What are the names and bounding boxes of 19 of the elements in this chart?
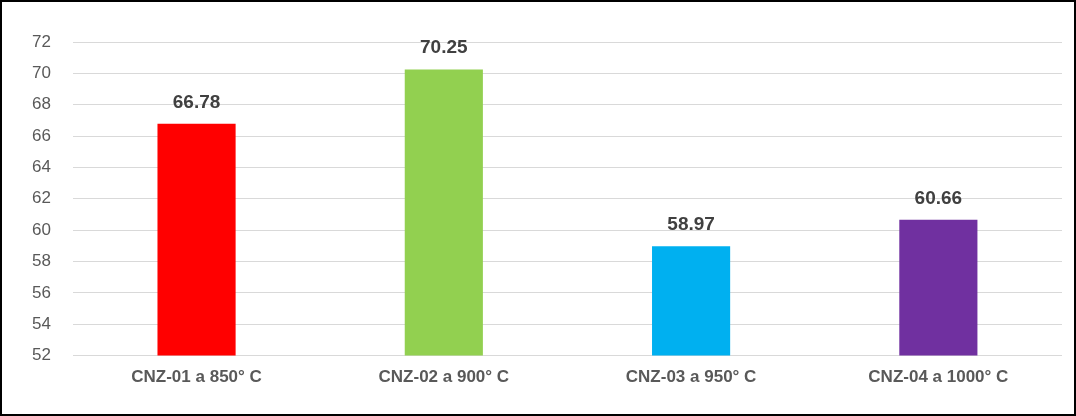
y-tick-label: 68 (31, 94, 51, 114)
y-tick-label: 66 (31, 125, 51, 145)
x-tick-label: CNZ-03 a 950° C (625, 367, 757, 387)
y-tick-label: 64 (31, 157, 51, 177)
data-label: 66.78 (172, 90, 221, 112)
y-tick-label: 58 (31, 251, 51, 271)
y-tick-label: 62 (31, 188, 51, 208)
y-tick-label: 70 (31, 63, 51, 83)
y-tick-label: 54 (31, 313, 51, 333)
data-label: 58.97 (667, 213, 715, 235)
data-label: 60.66 (914, 186, 963, 208)
data-label: 70.25 (420, 36, 469, 58)
y-tick-label: 56 (31, 282, 51, 302)
y-tick-label: 52 (31, 345, 51, 365)
y-tick-label: 60 (31, 219, 51, 239)
y-tick-label: 72 (31, 31, 51, 51)
x-tick-label: CNZ-04 a 1000° C (868, 367, 1009, 387)
x-tick-label: CNZ-01 a 850° C (131, 367, 262, 387)
x-tick-label: CNZ-02 a 900° C (378, 367, 510, 387)
